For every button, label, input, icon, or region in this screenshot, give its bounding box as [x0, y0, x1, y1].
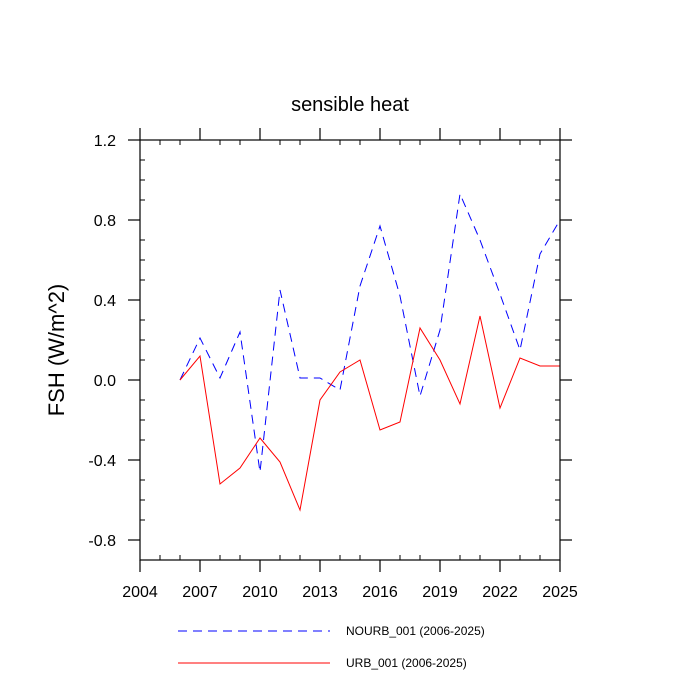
- y-tick-label: -0.8: [88, 533, 116, 550]
- y-axis-label: FSH (W/m^2): [44, 284, 69, 417]
- tick-labels: 2004 2007 2010 2013 2016 2019 2022 2025 -0.8 -0.4…: [88, 133, 577, 601]
- y-tick-label: 0.0: [94, 373, 116, 390]
- minor-ticks: [140, 140, 560, 561]
- x-tick-label: 2004: [122, 584, 158, 601]
- y-tick-label: -0.4: [88, 453, 116, 470]
- plot-frame: [139, 139, 561, 561]
- series-line-2: [179, 315, 560, 512]
- series-lines: [179, 192, 561, 512]
- legend: NOURB_001 (2006-2025) URB_001 (2006-2025): [178, 624, 485, 670]
- major-ticks: [128, 128, 572, 572]
- x-tick-label: 2007: [182, 584, 218, 601]
- legend-label-2: URB_001 (2006-2025): [346, 656, 467, 670]
- x-tick-label: 2016: [362, 584, 398, 601]
- x-tick-label: 2019: [422, 584, 458, 601]
- x-tick-label: 2025: [542, 584, 578, 601]
- series-line-1: [179, 192, 561, 473]
- x-tick-label: 2022: [482, 584, 518, 601]
- x-tick-label: 2010: [242, 584, 278, 601]
- chart-title: sensible heat: [291, 94, 409, 116]
- y-tick-label: 0.8: [94, 213, 116, 230]
- x-tick-label: 2013: [302, 584, 338, 601]
- y-tick-label: 1.2: [94, 133, 116, 150]
- legend-label-1: NOURB_001 (2006-2025): [346, 624, 485, 638]
- y-tick-label: 0.4: [94, 293, 116, 310]
